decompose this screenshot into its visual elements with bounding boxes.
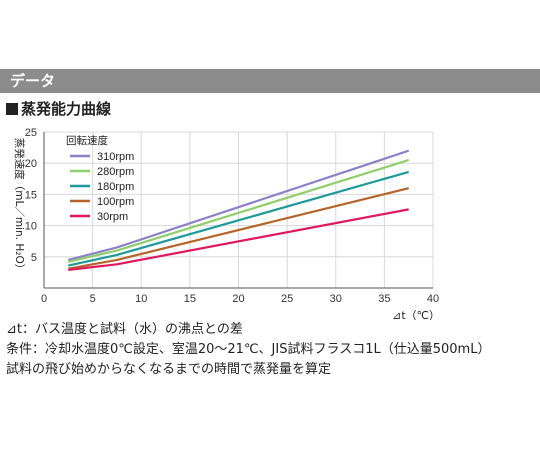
- y-tick-label: 20: [25, 158, 37, 170]
- legend-label: 30rpm: [97, 211, 128, 223]
- y-tick-label: 5: [31, 252, 37, 264]
- y-tick-label: 10: [25, 221, 37, 233]
- series-line-310rpm: [68, 149, 410, 261]
- x-tick-label: 10: [135, 293, 147, 305]
- x-tick-label: 40: [427, 293, 439, 305]
- legend-label: 310rpm: [97, 151, 134, 163]
- header-bar: データ: [0, 69, 540, 93]
- chart-series: [68, 149, 410, 271]
- series-line-280rpm: [68, 159, 410, 263]
- section-title: 蒸発能力曲線: [6, 98, 111, 119]
- x-tick-label: 15: [184, 293, 196, 305]
- y-tick-label: 25: [25, 127, 37, 139]
- x-tick-label: 30: [330, 293, 342, 305]
- legend-label: 100rpm: [97, 196, 134, 208]
- series-line-180rpm: [68, 170, 409, 267]
- legend-label: 180rpm: [97, 181, 134, 193]
- x-tick-label: 25: [281, 293, 293, 305]
- x-tick-label: 35: [378, 293, 390, 305]
- legend-label: 280rpm: [97, 166, 134, 178]
- chart-axes: [43, 132, 433, 289]
- note-line-2: 条件：冷却水温度0℃設定、室温20～21℃、JIS試料フラスコ1L（仕込量500…: [6, 342, 491, 357]
- header-title: データ: [10, 72, 56, 90]
- x-axis-label: ⊿t（℃）: [392, 309, 440, 320]
- series-line-100rpm: [68, 187, 409, 270]
- note-line-3: 試料の飛び始めからなくなるまでの時間で蒸発量を算定: [6, 362, 332, 377]
- chart-legend: 回転速度 310rpm 280rpm 180rpm 100rpm 30rpm: [66, 134, 134, 223]
- legend-title: 回転速度: [66, 134, 108, 147]
- x-tick-label: 0: [41, 293, 47, 305]
- x-tick-label: 20: [232, 293, 244, 305]
- chart-tick-labels: 0 5 10 15 20 25 30 35 40 5 10 15 20 25: [25, 127, 439, 305]
- section-title-text: 蒸発能力曲線: [21, 100, 112, 118]
- evaporation-chart: 0 5 10 15 20 25 30 35 40 5 10 15 20 25 回転速度 310rpm 280r…: [13, 127, 440, 320]
- series-line-30rpm: [68, 208, 409, 271]
- x-tick-label: 5: [90, 293, 96, 305]
- y-axis-label: 蒸発速度（mL／min. H₂O）: [13, 138, 26, 274]
- y-tick-label: 15: [25, 189, 37, 201]
- note-line-1: ⊿t：バス温度と試料（水）の沸点との差: [6, 322, 243, 337]
- square-bullet-icon: [6, 102, 18, 115]
- notes: ⊿t：バス温度と試料（水）の沸点との差 条件：冷却水温度0℃設定、室温20～21…: [6, 320, 490, 380]
